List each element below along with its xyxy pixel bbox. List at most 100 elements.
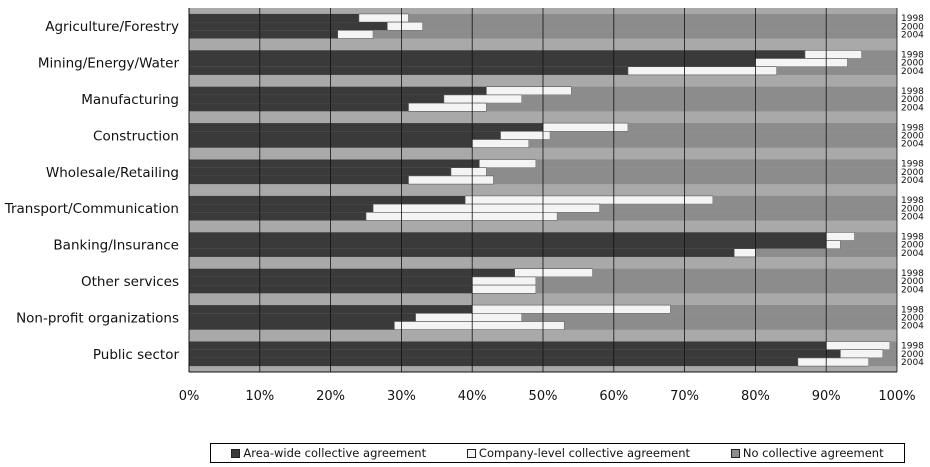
bar-public-sector-2000-company-level-collective-agreement: [840, 349, 884, 359]
year-label-transport-communication-2004: 2004: [901, 213, 924, 223]
stacked-bar-chart: Agriculture/Forestry199820002004Mining/E…: [4, 8, 924, 404]
bar-manufacturing-2004-company-level-collective-agreement: [408, 102, 487, 112]
bar-construction-2004-company-level-collective-agreement: [471, 139, 530, 148]
bar-agriculture-forestry-2000-no-collective-agreement: [422, 22, 897, 31]
legend-item-company-level: Company-level collective agreement: [466, 446, 690, 460]
bar-non-profit-organizations-2000-no-collective-agreement: [521, 313, 897, 322]
legend: Area-wide collective agreement Company-l…: [210, 443, 905, 463]
bar-non-profit-organizations-2004-no-collective-agreement: [564, 321, 897, 330]
category-label-non-profit-organizations: Non-profit organizations: [16, 310, 179, 326]
category-label-agriculture-forestry: Agriculture/Forestry: [45, 19, 179, 35]
bar-banking-insurance-2004-area-wide-collective-agreement: [189, 248, 735, 257]
category-label-other-services: Other services: [81, 274, 179, 290]
category-label-construction: Construction: [93, 128, 179, 144]
year-label-construction-2004: 2004: [901, 140, 924, 150]
year-label-construction-2000: 2000: [901, 132, 924, 142]
legend-label-area-wide: Area-wide collective agreement: [243, 446, 427, 460]
x-tick-label-1: 10%: [245, 389, 274, 404]
bar-non-profit-organizations-1998-company-level-collective-agreement: [471, 304, 671, 314]
year-label-public-sector-1998: 1998: [901, 342, 924, 352]
bar-public-sector-2000-no-collective-agreement: [882, 349, 897, 358]
bar-transport-communication-2004-area-wide-collective-agreement: [189, 212, 366, 221]
bar-mining-energy-water-2000-company-level-collective-agreement: [755, 58, 848, 67]
year-label-non-profit-organizations-2004: 2004: [901, 322, 924, 332]
bar-manufacturing-2000-company-level-collective-agreement: [443, 94, 523, 104]
bar-agriculture-forestry-1998-no-collective-agreement: [408, 13, 897, 23]
bar-other-services-2000-company-level-collective-agreement: [471, 276, 537, 286]
bar-banking-insurance-1998-company-level-collective-agreement: [825, 232, 855, 241]
category-label-manufacturing: Manufacturing: [81, 92, 179, 108]
year-label-manufacturing-2004: 2004: [901, 103, 924, 113]
x-tick-label-2: 20%: [316, 389, 345, 404]
gridline-layer: [188, 8, 898, 373]
bar-construction-2004-no-collective-agreement: [528, 139, 897, 148]
category-label-banking-insurance: Banking/Insurance: [53, 238, 179, 254]
bar-wholesale-retailing-2000-no-collective-agreement: [486, 167, 897, 176]
bar-wholesale-retailing-2004-area-wide-collective-agreement: [189, 175, 409, 185]
bar-manufacturing-1998-area-wide-collective-agreement: [189, 86, 487, 95]
year-label-banking-insurance-2004: 2004: [901, 249, 924, 259]
bar-agriculture-forestry-2004-area-wide-collective-agreement: [189, 30, 338, 39]
bar-mining-energy-water-2004-no-collective-agreement: [776, 66, 897, 75]
bar-transport-communication-2000-area-wide-collective-agreement: [189, 204, 374, 213]
x-tick-label-4: 40%: [458, 389, 487, 404]
year-label-agriculture-forestry-2004: 2004: [901, 31, 924, 41]
bar-manufacturing-1998-company-level-collective-agreement: [486, 86, 572, 96]
year-label-mining-energy-water-2000: 2000: [901, 59, 924, 69]
bar-wholesale-retailing-1998-company-level-collective-agreement: [478, 159, 537, 168]
legend-swatch-company-level: [466, 448, 476, 458]
x-tick-label-10: 100%: [878, 389, 915, 404]
year-label-manufacturing-1998: 1998: [901, 87, 924, 97]
bar-other-services-1998-no-collective-agreement: [592, 268, 897, 277]
bar-mining-energy-water-2000-no-collective-agreement: [847, 58, 897, 67]
bar-construction-1998-area-wide-collective-agreement: [189, 123, 543, 132]
year-label-wholesale-retailing-2004: 2004: [901, 176, 924, 186]
bar-transport-communication-2004-no-collective-agreement: [557, 212, 897, 221]
bar-transport-communication-2000-company-level-collective-agreement: [372, 203, 600, 213]
bar-non-profit-organizations-2000-company-level-collective-agreement: [415, 312, 523, 322]
bar-agriculture-forestry-1998-area-wide-collective-agreement: [189, 13, 359, 23]
x-tick-label-3: 30%: [387, 389, 416, 404]
year-label-agriculture-forestry-2000: 2000: [901, 22, 924, 32]
bar-other-services-2000-no-collective-agreement: [535, 276, 897, 286]
bar-transport-communication-1998-no-collective-agreement: [712, 195, 897, 205]
bar-transport-communication-2004-company-level-collective-agreement: [365, 212, 558, 221]
bar-mining-energy-water-1998-area-wide-collective-agreement: [189, 50, 805, 59]
year-label-mining-energy-water-1998: 1998: [901, 51, 924, 61]
year-label-manufacturing-2000: 2000: [901, 95, 924, 105]
year-label-transport-communication-2000: 2000: [901, 204, 924, 214]
legend-swatch-none: [730, 448, 740, 458]
bar-public-sector-2004-area-wide-collective-agreement: [189, 357, 798, 367]
bar-public-sector-1998-company-level-collective-agreement: [825, 341, 891, 350]
bar-agriculture-forestry-2000-area-wide-collective-agreement: [189, 22, 388, 31]
year-label-other-services-2004: 2004: [901, 285, 924, 295]
bar-non-profit-organizations-2000-area-wide-collective-agreement: [189, 313, 416, 322]
bar-banking-insurance-1998-no-collective-agreement: [854, 232, 897, 241]
x-tick-label-0: 0%: [179, 389, 200, 404]
legend-item-none: No collective agreement: [730, 446, 884, 460]
bar-mining-energy-water-1998-no-collective-agreement: [861, 50, 897, 59]
x-tick-label-6: 60%: [599, 389, 628, 404]
bar-manufacturing-2000-no-collective-agreement: [521, 94, 897, 104]
year-label-non-profit-organizations-2000: 2000: [901, 314, 924, 324]
year-label-wholesale-retailing-2000: 2000: [901, 168, 924, 178]
bar-mining-energy-water-2004-company-level-collective-agreement: [627, 66, 777, 76]
bar-agriculture-forestry-2004-no-collective-agreement: [373, 30, 898, 39]
bar-banking-insurance-2004-company-level-collective-agreement: [733, 248, 756, 258]
bar-banking-insurance-1998-area-wide-collective-agreement: [189, 232, 827, 241]
bar-wholesale-retailing-1998-no-collective-agreement: [535, 159, 897, 168]
year-label-non-profit-organizations-1998: 1998: [901, 305, 924, 315]
year-label-public-sector-2004: 2004: [901, 358, 924, 368]
year-label-other-services-1998: 1998: [901, 269, 924, 279]
year-label-other-services-2000: 2000: [901, 277, 924, 287]
bar-public-sector-1998-area-wide-collective-agreement: [189, 341, 827, 350]
bar-other-services-2004-company-level-collective-agreement: [471, 284, 537, 294]
x-tick-label-5: 50%: [529, 389, 558, 404]
x-tick-label-8: 80%: [741, 389, 770, 404]
year-label-public-sector-2000: 2000: [901, 350, 924, 360]
year-label-construction-1998: 1998: [901, 123, 924, 133]
bar-manufacturing-2004-no-collective-agreement: [486, 103, 897, 112]
bar-manufacturing-2000-area-wide-collective-agreement: [189, 94, 444, 104]
bar-non-profit-organizations-2004-area-wide-collective-agreement: [189, 321, 395, 330]
